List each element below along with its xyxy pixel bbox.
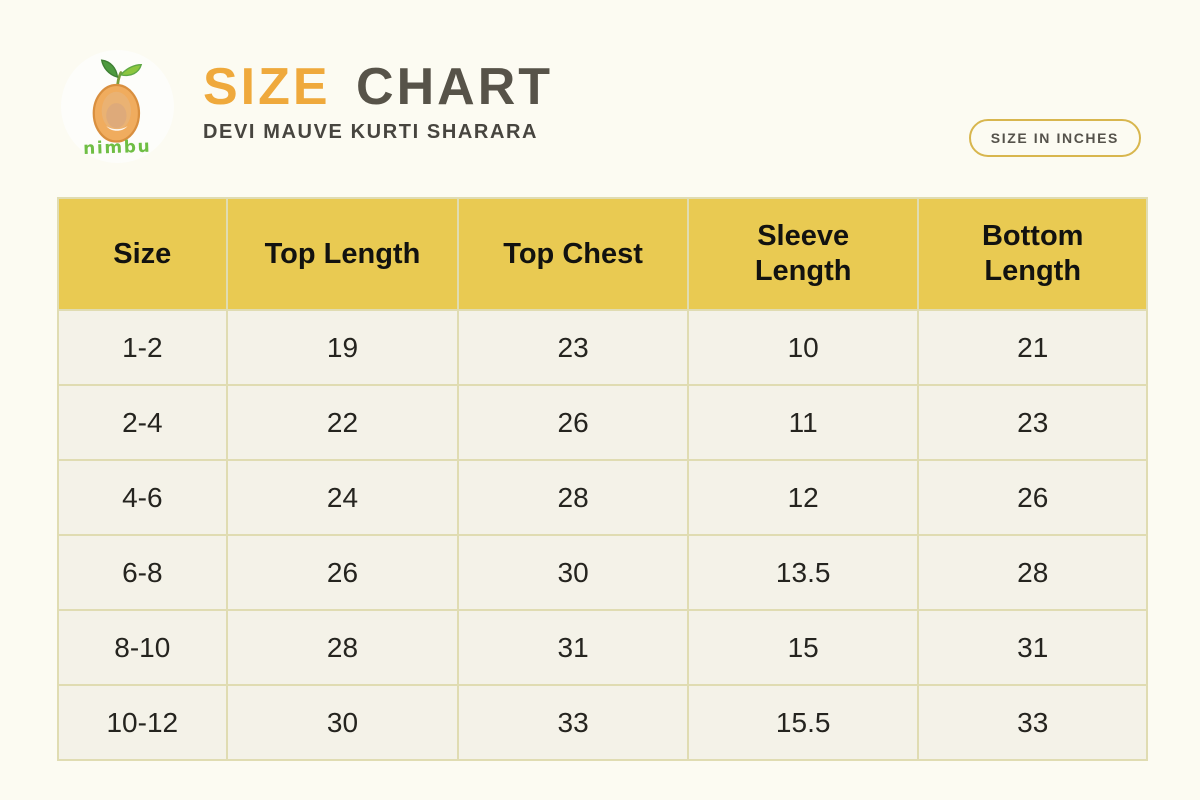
table-row: 1-2 19 23 10 21 <box>57 309 1148 386</box>
page-title: SIZE CHART <box>203 60 553 115</box>
size-cell: 4-6 <box>57 459 228 536</box>
value-cell: 28 <box>917 534 1148 611</box>
value-cell: 23 <box>917 384 1148 461</box>
value-cell: 15.5 <box>686 684 920 761</box>
table-body: 1-2 19 23 10 21 2-4 22 26 11 23 4-6 24 28 12 26 6-8 26 30… <box>57 309 1148 761</box>
header-row: Size Top Length Top Chest Sleeve Length Bott… <box>57 197 1148 311</box>
value-cell: 30 <box>225 684 460 761</box>
page-title-muted: CHART <box>356 58 554 116</box>
value-cell: 21 <box>917 309 1148 386</box>
value-cell: 24 <box>225 459 460 536</box>
size-cell: 1-2 <box>57 309 228 386</box>
value-cell: 10 <box>686 309 920 386</box>
value-cell: 12 <box>686 459 920 536</box>
table-row: 10-12 30 33 15.5 33 <box>57 684 1148 761</box>
value-cell: 28 <box>457 459 689 536</box>
value-cell: 13.5 <box>686 534 920 611</box>
size-cell: 10-12 <box>57 684 228 761</box>
value-cell: 33 <box>457 684 689 761</box>
value-cell: 23 <box>457 309 689 386</box>
value-cell: 22 <box>225 384 460 461</box>
svg-text:nimbu: nimbu <box>83 136 152 158</box>
brand-logo: nimbu <box>61 50 174 163</box>
page-title-accent: SIZE <box>203 58 331 116</box>
column-header-size: Size <box>57 197 228 311</box>
size-chart-table: Size Top Length Top Chest Sleeve Length Bott… <box>57 197 1148 761</box>
value-cell: 30 <box>457 534 689 611</box>
size-cell: 2-4 <box>57 384 228 461</box>
nimbu-logo-icon: nimbu <box>61 50 174 163</box>
table-row: 8-10 28 31 15 31 <box>57 609 1148 686</box>
value-cell: 33 <box>917 684 1148 761</box>
table-row: 4-6 24 28 12 26 <box>57 459 1148 536</box>
value-cell: 26 <box>457 384 689 461</box>
size-unit-badge: SIZE IN INCHES <box>968 119 1141 157</box>
column-header-top-chest: Top Chest <box>457 197 689 311</box>
value-cell: 31 <box>917 609 1148 686</box>
column-header-bottom-length: Bottom Length <box>917 197 1148 311</box>
table-row: 6-8 26 30 13.5 28 <box>57 534 1148 611</box>
column-header-top-length: Top Length <box>225 197 460 311</box>
size-cell: 8-10 <box>57 609 228 686</box>
value-cell: 11 <box>686 384 920 461</box>
value-cell: 31 <box>457 609 689 686</box>
table-header: Size Top Length Top Chest Sleeve Length Bott… <box>57 197 1148 311</box>
value-cell: 28 <box>225 609 460 686</box>
value-cell: 26 <box>917 459 1148 536</box>
value-cell: 15 <box>686 609 920 686</box>
title-block: SIZE CHART DEVI MAUVE KURTI SHARARA <box>203 60 553 144</box>
product-subtitle: DEVI MAUVE KURTI SHARARA <box>203 120 539 143</box>
table-row: 2-4 22 26 11 23 <box>57 384 1148 461</box>
value-cell: 19 <box>225 309 460 386</box>
column-header-sleeve-length: Sleeve Length <box>686 197 920 311</box>
value-cell: 26 <box>225 534 460 611</box>
size-cell: 6-8 <box>57 534 228 611</box>
